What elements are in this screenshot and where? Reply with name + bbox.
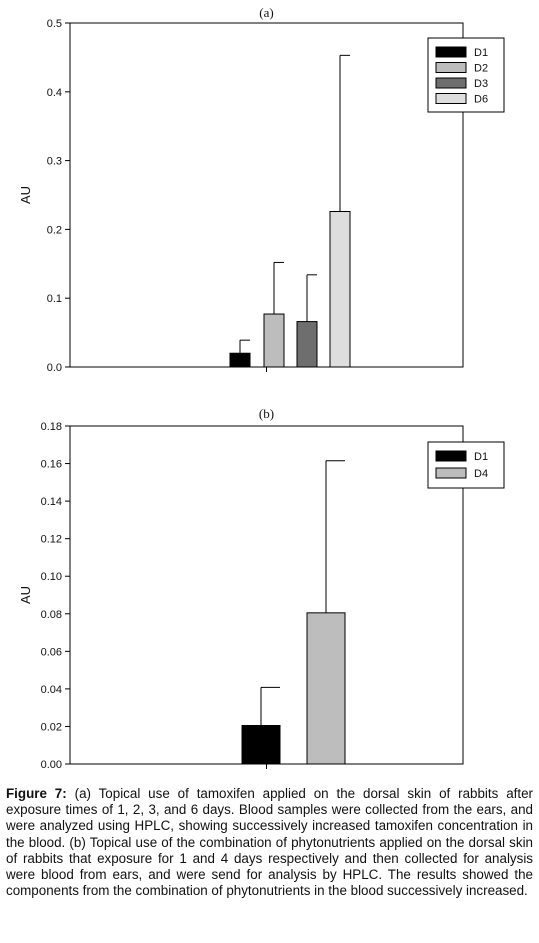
chart-title: (a) [259, 5, 273, 20]
legend-label-d3: D3 [474, 78, 488, 90]
legend-label-d1: D1 [474, 47, 488, 59]
chart-b: (b) 0.00 0.02 0.04 0.06 0.08 0.10 0.12 0.14 0.16 0… [18, 406, 505, 771]
y-axis-label: AU [18, 186, 33, 204]
bar-d6 [329, 211, 351, 368]
legend-label-d1: D1 [474, 451, 488, 463]
bar-d3 [296, 321, 318, 368]
bar-d1 [229, 352, 251, 368]
y-tick-label: 0.02 [41, 721, 62, 733]
y-tick-label: 0.18 [41, 421, 62, 433]
figure-caption: Figure 7: (a) Topical use of tamoxifen a… [6, 786, 533, 899]
bar-d1 [241, 725, 281, 765]
y-tick-label: 0.04 [41, 684, 62, 696]
caption-text: (a) Topical use of tamoxifen applied on … [6, 786, 533, 899]
legend-box [427, 441, 505, 489]
figure-canvas: (a) 0.0 0.1 0.2 0.3 0.4 0.5 AU D1 D2 D3 D6 (b) 0.00 0… [18, 5, 505, 771]
plot-frame [69, 425, 464, 765]
y-axis-label: AU [18, 586, 33, 604]
y-tick-label: 0.2 [47, 224, 62, 236]
y-tick-label: 0.10 [41, 571, 62, 583]
legend-swatch-d3 [435, 77, 467, 89]
legend-swatch-d2 [435, 62, 467, 73]
y-tick-label: 0.00 [41, 759, 62, 771]
chart-a: (a) 0.0 0.1 0.2 0.3 0.4 0.5 AU D1 D2 D3 D6 [18, 5, 505, 374]
legend-swatch-d6 [435, 93, 467, 104]
y-tick-label: 0.3 [47, 156, 62, 168]
y-tick-label: 0.4 [47, 87, 62, 99]
y-tick-label: 0.14 [41, 496, 62, 508]
legend-swatch-d1 [435, 450, 467, 462]
y-tick-label: 0.1 [47, 293, 62, 305]
bar-d2 [263, 313, 285, 368]
caption-label: Figure 7: [6, 786, 67, 801]
y-tick-label: 0.0 [47, 362, 62, 374]
y-tick-label: 0.08 [41, 609, 62, 621]
legend-label-d2: D2 [474, 63, 488, 75]
legend-label-d6: D6 [474, 94, 488, 106]
legend-swatch-d4 [435, 467, 467, 479]
chart-title: (b) [259, 406, 274, 421]
y-tick-label: 0.5 [47, 18, 62, 30]
bar-d4 [306, 612, 346, 765]
y-tick-label: 0.16 [41, 459, 62, 471]
legend-label-d4: D4 [474, 468, 488, 480]
legend-swatch-d1 [435, 46, 467, 58]
y-tick-label: 0.12 [41, 534, 62, 546]
y-tick-label: 0.06 [41, 646, 62, 658]
